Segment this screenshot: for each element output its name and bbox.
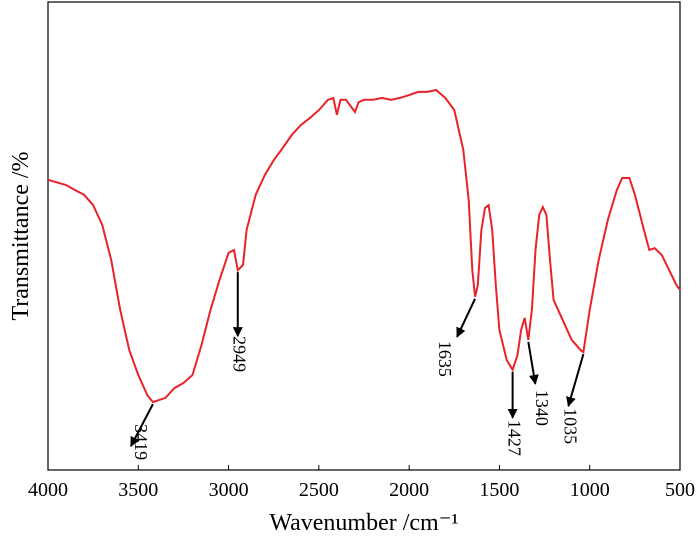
x-tick-label: 1000 <box>570 479 610 501</box>
x-tick-label: 2500 <box>299 479 339 501</box>
x-tick-label: 3000 <box>209 479 249 501</box>
x-tick-label: 1500 <box>479 479 519 501</box>
x-tick-label: 3500 <box>118 479 158 501</box>
annotation-arrow <box>456 298 476 338</box>
x-tick-label: 2000 <box>389 479 429 501</box>
annotation-arrow <box>566 353 585 408</box>
annotation-label: 1635 <box>435 341 455 377</box>
x-axis-label: Wavenumber /cm⁻¹ <box>269 510 458 536</box>
annotation-arrow <box>527 341 539 385</box>
plot-frame <box>47 1 681 471</box>
spectrum-line <box>47 88 681 404</box>
annotation-label: 1427 <box>504 420 524 456</box>
annotation-label: 1035 <box>560 408 580 444</box>
y-axis-label: Transmittance /% <box>8 151 34 320</box>
annotation-label: 3419 <box>131 424 151 460</box>
annotation-arrow <box>130 403 154 448</box>
x-tick-label: 4000 <box>28 479 68 501</box>
annotation-label: 2949 <box>230 336 250 372</box>
x-tick-label: 500 <box>665 479 695 501</box>
annotation-label: 1340 <box>532 390 552 426</box>
